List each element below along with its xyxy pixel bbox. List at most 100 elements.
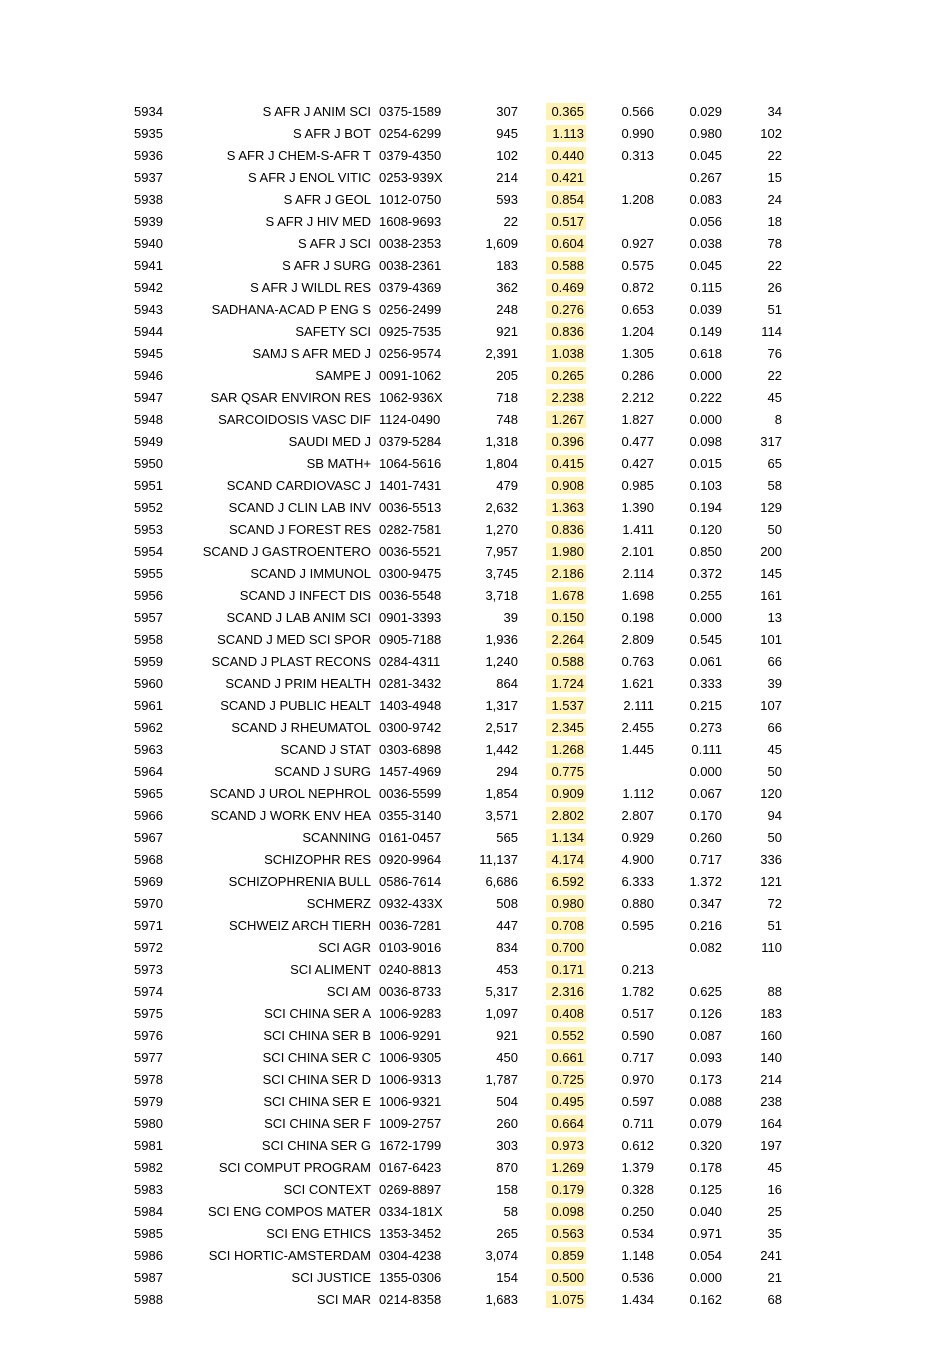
- cell-n3: [590, 760, 658, 782]
- cell-n1: 1,936: [460, 628, 522, 650]
- cell-name: SCHMERZ: [180, 892, 375, 914]
- cell-issn: 0167-6423: [375, 1156, 460, 1178]
- cell-issn: 0905-7188: [375, 628, 460, 650]
- cell-n1: 362: [460, 276, 522, 298]
- cell-n4: 0.040: [658, 1200, 726, 1222]
- cell-issn: 0214-8358: [375, 1288, 460, 1310]
- cell-n4: 0.088: [658, 1090, 726, 1112]
- cell-n4: 0.545: [658, 628, 726, 650]
- cell-n5: 78: [726, 232, 786, 254]
- cell-n1: 3,718: [460, 584, 522, 606]
- cell-issn: 0036-5599: [375, 782, 460, 804]
- cell-name: SCAND J IMMUNOL: [180, 562, 375, 584]
- cell-n5: 66: [726, 716, 786, 738]
- table-row: 5945SAMJ S AFR MED J0256-95742,3911.0381…: [130, 342, 786, 364]
- cell-issn: 0379-4369: [375, 276, 460, 298]
- cell-name: SCI CHINA SER F: [180, 1112, 375, 1134]
- table-row: 5944SAFETY SCI0925-75359210.8361.2040.14…: [130, 320, 786, 342]
- cell-id: 5954: [130, 540, 180, 562]
- cell-issn: 1457-4969: [375, 760, 460, 782]
- highlighted-value: 0.171: [546, 961, 586, 978]
- cell-n4: 0.126: [658, 1002, 726, 1024]
- table-row: 5939S AFR J HIV MED1608-9693220.5170.056…: [130, 210, 786, 232]
- highlighted-value: 1.268: [546, 741, 586, 758]
- cell-n5: 102: [726, 122, 786, 144]
- table-row: 5957SCAND J LAB ANIM SCI0901-3393390.150…: [130, 606, 786, 628]
- highlighted-value: 0.440: [546, 147, 586, 164]
- cell-issn: 0304-4238: [375, 1244, 460, 1266]
- cell-id: 5944: [130, 320, 180, 342]
- table-row: 5934S AFR J ANIM SCI0375-15893070.3650.5…: [130, 100, 786, 122]
- highlighted-value: 2.186: [546, 565, 586, 582]
- cell-n3: 2.455: [590, 716, 658, 738]
- cell-id: 5943: [130, 298, 180, 320]
- cell-issn: 0038-2353: [375, 232, 460, 254]
- cell-id: 5956: [130, 584, 180, 606]
- cell-id: 5968: [130, 848, 180, 870]
- cell-id: 5964: [130, 760, 180, 782]
- cell-n3: 1.112: [590, 782, 658, 804]
- highlighted-value: 0.517: [546, 213, 586, 230]
- cell-n2: 0.517: [522, 210, 590, 232]
- table-row: 5981SCI CHINA SER G1672-17993030.9730.61…: [130, 1134, 786, 1156]
- cell-n5: 72: [726, 892, 786, 914]
- cell-n5: 101: [726, 628, 786, 650]
- cell-n4: 0.333: [658, 672, 726, 694]
- cell-n1: 864: [460, 672, 522, 694]
- cell-id: 5941: [130, 254, 180, 276]
- cell-n5: 120: [726, 782, 786, 804]
- cell-n3: 0.286: [590, 364, 658, 386]
- cell-name: SCAND J PLAST RECONS: [180, 650, 375, 672]
- highlighted-value: 0.265: [546, 367, 586, 384]
- table-row: 5956SCAND J INFECT DIS0036-55483,7181.67…: [130, 584, 786, 606]
- cell-n2: 0.588: [522, 650, 590, 672]
- cell-n5: 50: [726, 518, 786, 540]
- cell-n5: 336: [726, 848, 786, 870]
- cell-id: 5982: [130, 1156, 180, 1178]
- cell-n5: 183: [726, 1002, 786, 1024]
- cell-n2: 0.908: [522, 474, 590, 496]
- cell-n5: 68: [726, 1288, 786, 1310]
- cell-n5: 66: [726, 650, 786, 672]
- cell-issn: 0240-8813: [375, 958, 460, 980]
- highlighted-value: 0.500: [546, 1269, 586, 1286]
- cell-n1: 307: [460, 100, 522, 122]
- highlighted-value: 2.264: [546, 631, 586, 648]
- highlighted-value: 0.708: [546, 917, 586, 934]
- cell-n2: 2.316: [522, 980, 590, 1002]
- cell-n4: 0.125: [658, 1178, 726, 1200]
- cell-n5: 24: [726, 188, 786, 210]
- cell-n1: 508: [460, 892, 522, 914]
- highlighted-value: 2.802: [546, 807, 586, 824]
- cell-n3: 0.313: [590, 144, 658, 166]
- cell-n4: 1.372: [658, 870, 726, 892]
- cell-n5: 145: [726, 562, 786, 584]
- cell-issn: 0932-433X: [375, 892, 460, 914]
- cell-n1: 2,391: [460, 342, 522, 364]
- highlighted-value: 2.345: [546, 719, 586, 736]
- table-row: 5952SCAND J CLIN LAB INV0036-55132,6321.…: [130, 496, 786, 518]
- cell-name: S AFR J SCI: [180, 232, 375, 254]
- cell-n4: 0.170: [658, 804, 726, 826]
- cell-n2: 0.708: [522, 914, 590, 936]
- cell-issn: 0256-2499: [375, 298, 460, 320]
- cell-n3: 1.204: [590, 320, 658, 342]
- table-row: 5943SADHANA-ACAD P ENG S0256-24992480.27…: [130, 298, 786, 320]
- cell-n3: 0.477: [590, 430, 658, 452]
- table-row: 5970SCHMERZ0932-433X5080.9800.8800.34772: [130, 892, 786, 914]
- table-row: 5955SCAND J IMMUNOL0300-94753,7452.1862.…: [130, 562, 786, 584]
- cell-n1: 265: [460, 1222, 522, 1244]
- cell-n1: 3,571: [460, 804, 522, 826]
- cell-id: 5988: [130, 1288, 180, 1310]
- cell-n1: 450: [460, 1046, 522, 1068]
- cell-name: SCAND J SURG: [180, 760, 375, 782]
- cell-name: SAR QSAR ENVIRON RES: [180, 386, 375, 408]
- cell-id: 5987: [130, 1266, 180, 1288]
- cell-n2: 0.973: [522, 1134, 590, 1156]
- cell-issn: 0334-181X: [375, 1200, 460, 1222]
- cell-n2: 0.365: [522, 100, 590, 122]
- cell-name: SCI CHINA SER E: [180, 1090, 375, 1112]
- cell-n1: 22: [460, 210, 522, 232]
- table-row: 5983SCI CONTEXT0269-88971580.1790.3280.1…: [130, 1178, 786, 1200]
- cell-n4: 0.149: [658, 320, 726, 342]
